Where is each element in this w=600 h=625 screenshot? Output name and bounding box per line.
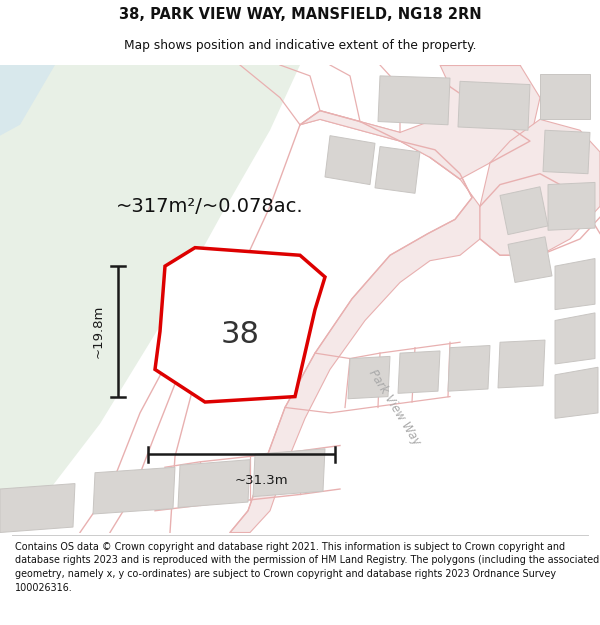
Polygon shape: [325, 136, 375, 184]
Text: ~317m²/~0.078ac.: ~317m²/~0.078ac.: [116, 197, 304, 216]
Polygon shape: [0, 65, 300, 511]
Text: 38: 38: [221, 320, 260, 349]
Polygon shape: [178, 459, 250, 508]
Polygon shape: [348, 356, 390, 399]
Polygon shape: [230, 111, 480, 532]
Text: ~19.8m: ~19.8m: [91, 304, 104, 358]
Polygon shape: [498, 340, 545, 388]
Polygon shape: [480, 119, 600, 255]
Polygon shape: [300, 65, 540, 179]
Polygon shape: [500, 187, 548, 234]
Polygon shape: [543, 130, 590, 174]
Polygon shape: [458, 81, 530, 130]
Polygon shape: [540, 74, 590, 119]
Polygon shape: [378, 76, 450, 125]
Polygon shape: [0, 484, 75, 532]
Polygon shape: [0, 65, 55, 136]
Polygon shape: [448, 346, 490, 391]
Text: Map shows position and indicative extent of the property.: Map shows position and indicative extent…: [124, 39, 476, 52]
Polygon shape: [555, 368, 598, 418]
Polygon shape: [508, 237, 552, 282]
Polygon shape: [93, 468, 175, 514]
Polygon shape: [253, 449, 325, 497]
Text: 38, PARK VIEW WAY, MANSFIELD, NG18 2RN: 38, PARK VIEW WAY, MANSFIELD, NG18 2RN: [119, 7, 481, 22]
Polygon shape: [555, 313, 595, 364]
Text: Park View Way: Park View Way: [367, 368, 424, 448]
Polygon shape: [155, 248, 325, 402]
Polygon shape: [555, 259, 595, 309]
Polygon shape: [375, 146, 420, 193]
Polygon shape: [398, 351, 440, 393]
Text: Contains OS data © Crown copyright and database right 2021. This information is : Contains OS data © Crown copyright and d…: [15, 542, 599, 592]
Text: ~31.3m: ~31.3m: [235, 474, 289, 487]
Polygon shape: [548, 182, 595, 230]
